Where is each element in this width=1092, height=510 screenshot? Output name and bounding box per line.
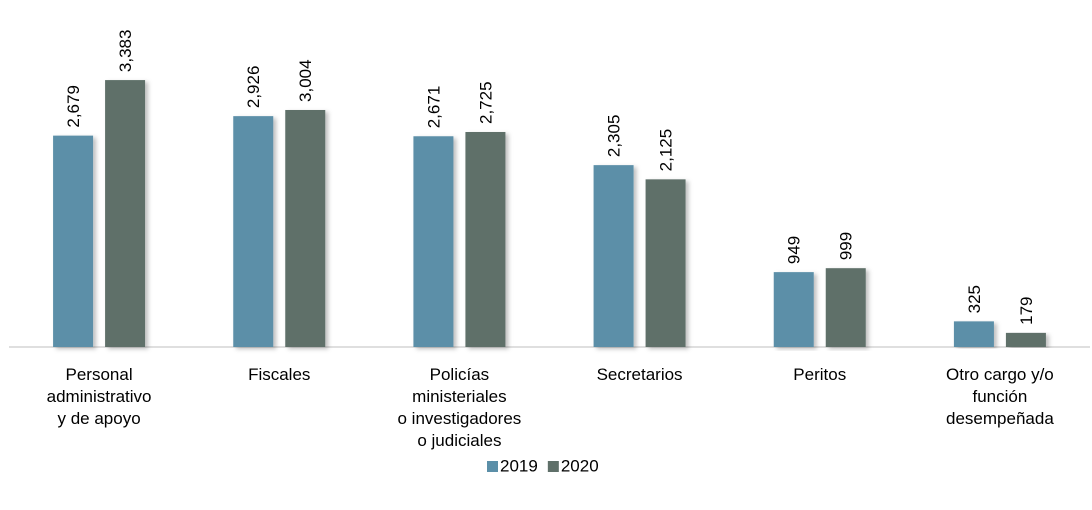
bar bbox=[233, 116, 274, 347]
bar bbox=[1005, 332, 1046, 347]
bar bbox=[105, 80, 146, 347]
x-tick-label: Personal administrativo y de apoyo bbox=[46, 365, 152, 428]
bar bbox=[773, 272, 814, 347]
bar bbox=[413, 136, 454, 347]
value-label: 2,125 bbox=[657, 129, 676, 172]
value-label: 179 bbox=[1017, 297, 1036, 325]
value-label: 3,383 bbox=[116, 30, 135, 73]
value-label: 949 bbox=[785, 236, 804, 264]
x-tick-label: Policías ministeriales o investigadores … bbox=[397, 365, 522, 450]
x-tick-label: Fiscales bbox=[248, 365, 311, 384]
legend-label: 2020 bbox=[561, 456, 599, 475]
value-label: 3,004 bbox=[296, 59, 315, 102]
bar bbox=[53, 135, 94, 347]
bar bbox=[645, 179, 686, 347]
x-tick-label: Secretarios bbox=[596, 365, 683, 384]
bar bbox=[285, 109, 326, 347]
bar bbox=[953, 321, 994, 347]
x-tick-label: Otro cargo y/o función desempeñada bbox=[946, 365, 1054, 428]
bar bbox=[825, 268, 866, 347]
value-label: 325 bbox=[965, 285, 984, 313]
legend-swatch bbox=[547, 461, 559, 472]
bar bbox=[465, 131, 506, 347]
value-label: 2,926 bbox=[244, 66, 263, 109]
value-label: 2,671 bbox=[424, 86, 443, 129]
value-label: 2,305 bbox=[605, 115, 624, 158]
value-label: 2,679 bbox=[64, 85, 83, 128]
legend-label: 2019 bbox=[500, 456, 538, 475]
legend-swatch bbox=[487, 461, 498, 472]
bar bbox=[593, 165, 634, 347]
value-label: 999 bbox=[837, 232, 856, 260]
x-tick-label: Peritos bbox=[793, 365, 847, 384]
value-label: 2,725 bbox=[476, 81, 495, 124]
